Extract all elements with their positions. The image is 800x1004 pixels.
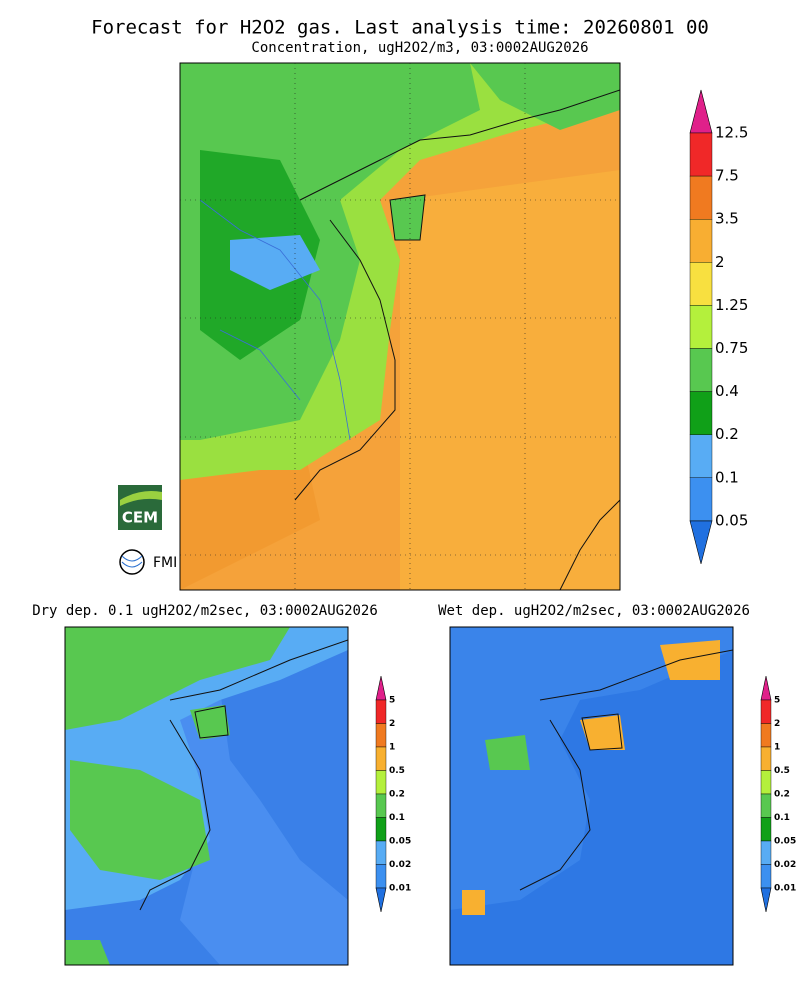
colorbar-segment	[375, 746, 387, 771]
colorbar-label: 0.1	[715, 468, 739, 486]
colorbar-segment	[375, 723, 387, 748]
colorbar-label: 0.05	[389, 837, 411, 847]
colorbar-segment	[689, 391, 713, 435]
colorbar-segment	[760, 864, 772, 889]
colorbar-label: 0.75	[715, 339, 748, 357]
colorbar-label: 0.01	[774, 884, 796, 894]
colorbar-label: 3.5	[715, 210, 739, 228]
colorbar-segment	[760, 746, 772, 771]
colorbar-label: 1	[774, 743, 780, 753]
dry-map	[65, 627, 348, 965]
colorbar-segment	[689, 477, 713, 522]
colorbar-label: 0.02	[389, 860, 411, 870]
colorbar-cap	[375, 887, 387, 913]
graticule	[180, 63, 620, 590]
colorbar-label: 0.2	[774, 790, 790, 800]
main-map	[180, 63, 620, 590]
colorbar-segment	[689, 218, 713, 263]
cem-label: CEM	[122, 509, 158, 527]
subtitle: Concentration, ugH2O2/m3, 03:0002AUG2026	[251, 40, 588, 56]
colorbar-label: 2	[774, 719, 780, 729]
colorbar-label: 0.1	[774, 813, 790, 823]
panel-title: Wet dep. ugH2O2/m2sec, 03:0002AUG2026	[438, 603, 750, 619]
colorbar-label: 0.5	[774, 766, 790, 776]
colorbar-label: 0.01	[389, 884, 411, 894]
wet-map	[450, 627, 733, 965]
colorbar-label: 2	[389, 719, 395, 729]
title: Forecast for H2O2 gas. Last analysis tim…	[91, 17, 709, 39]
colorbar-label: 0.2	[389, 790, 405, 800]
colorbar-segment	[760, 699, 772, 724]
colorbar-segment	[375, 699, 387, 724]
map-frame	[179, 62, 621, 591]
colorbar-label: 0.05	[715, 511, 748, 529]
colorbar-label: 12.5	[715, 124, 748, 142]
colorbar-cap	[375, 675, 387, 701]
colorbar-segment	[375, 770, 387, 795]
colorbar-segment	[375, 793, 387, 818]
colorbar-label: 1.25	[715, 296, 748, 314]
colorbar-segment	[689, 305, 713, 349]
colorbar-cap	[689, 520, 713, 564]
colorbar-segment	[375, 864, 387, 889]
colorbar-segment	[689, 262, 713, 306]
colorbar-segment	[689, 175, 713, 220]
colorbar-segment	[760, 793, 772, 818]
fmi-logo: FMI	[119, 549, 177, 575]
colorbar-label: 7.5	[715, 167, 739, 185]
colorbar-segment	[689, 434, 713, 479]
colorbar-cap	[760, 675, 772, 701]
colorbar-segment	[760, 723, 772, 748]
colorbar-segment	[760, 770, 772, 795]
colorbar-label: 0.1	[389, 813, 405, 823]
fmi-label: FMI	[153, 555, 177, 571]
colorbar-label: 0.4	[715, 382, 739, 400]
map-frame	[64, 626, 349, 966]
colorbar-segment	[375, 840, 387, 865]
colorbar-label: 5	[774, 696, 780, 706]
colorbar-cap	[760, 887, 772, 913]
colorbar-segment	[689, 348, 713, 392]
colorbar-segment	[689, 132, 713, 177]
colorbar-label: 1	[389, 743, 395, 753]
colorbar-segment	[760, 817, 772, 842]
colorbar-segment	[375, 817, 387, 842]
colorbar-cap	[689, 89, 713, 134]
panel-title: Dry dep. 0.1 ugH2O2/m2sec, 03:0002AUG202…	[32, 603, 378, 619]
colorbar-label: 0.05	[774, 837, 796, 847]
map-frame	[449, 626, 734, 966]
colorbar-label: 0.5	[389, 766, 405, 776]
colorbar-label: 0.02	[774, 860, 796, 870]
cem-logo: CEM	[118, 485, 162, 530]
colorbar-segment	[760, 840, 772, 865]
colorbar-label: 2	[715, 253, 725, 271]
colorbar-label: 5	[389, 696, 395, 706]
colorbar-label: 0.2	[715, 425, 739, 443]
